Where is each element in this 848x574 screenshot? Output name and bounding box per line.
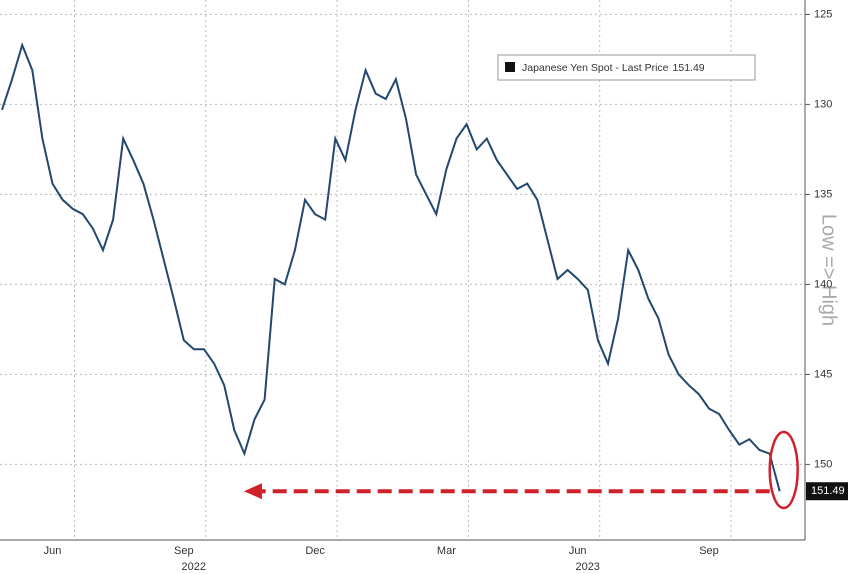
price-line [1,41,781,492]
x-tick-label: Mar [437,545,456,557]
legend-icon [505,62,515,72]
arrow-head [244,483,262,500]
price-flag-label: 151.49 [811,485,845,497]
legend: Japanese Yen Spot - Last Price 151.49 [497,54,756,81]
y-axis-title: Low => High [818,214,840,326]
y-tick-label: 140 [814,278,832,290]
x-year-label: 2023 [575,561,599,573]
x-tick-label: Jun [569,545,587,557]
x-tick-label: Dec [305,545,325,557]
y-tick-label: 135 [814,188,832,200]
x-tick-label: Jun [44,545,62,557]
y-tick-label: 130 [814,98,832,110]
y-tick-label: 150 [814,458,832,470]
x-tick-label: Sep [174,545,194,557]
legend-last-price: 151.49 [673,62,705,74]
x-year-label: 2022 [182,561,206,573]
legend-series-name: Japanese Yen Spot - Last Price [522,62,669,74]
price-flag [806,482,848,501]
y-tick-label: 125 [814,8,832,20]
legend-label: Japanese Yen Spot - Last Price 151.49 [522,62,705,74]
y-tick-label: 145 [814,368,832,380]
legend-box [497,54,756,81]
highlight-ellipse [768,430,799,510]
x-tick-label: Sep [699,545,719,557]
